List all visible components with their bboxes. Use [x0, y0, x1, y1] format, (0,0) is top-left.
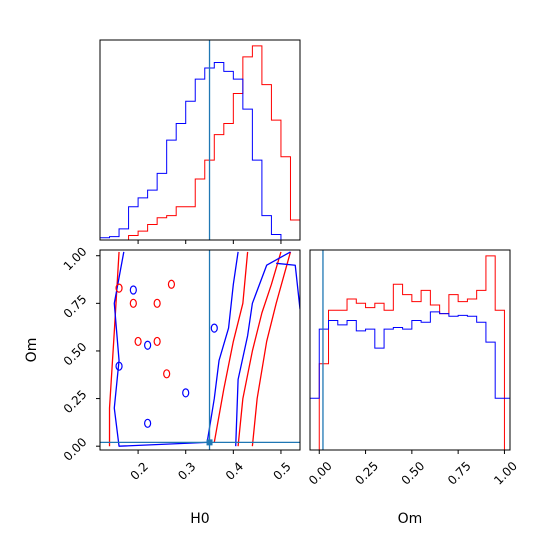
om-hist-frame: [309, 249, 511, 451]
om-axis-label: Om: [398, 511, 423, 527]
contour-line-blue: [235, 251, 291, 447]
contour-blob-blue: [182, 388, 190, 398]
contour-blob-red: [153, 298, 161, 308]
contour-blob-blue: [129, 285, 137, 295]
contour-line-blue: [113, 251, 208, 447]
h0-tick-label: 0.5: [270, 459, 293, 482]
contour-line-blue: [206, 251, 239, 443]
om-tick-label: 0.00: [61, 435, 90, 464]
contour-blob-red: [129, 298, 137, 308]
contour-blob-blue: [115, 361, 123, 371]
contour-blob-red: [167, 279, 176, 289]
h0-axis-label: H0: [190, 511, 209, 527]
om-tick-label: 0.50: [61, 340, 90, 369]
contour-line-red: [237, 251, 282, 447]
om-x-tick-label: 0.00: [306, 459, 335, 488]
om-x-tick-label: 0.75: [445, 459, 474, 488]
contour-blob-red: [115, 283, 123, 293]
contour-blob-blue: [144, 340, 152, 350]
h0-tick-label: 0.4: [223, 459, 246, 482]
h0-hist-series-blue: [100, 61, 300, 241]
truth-marker: [206, 439, 213, 446]
om-x-tick-label: 0.50: [399, 459, 428, 488]
contour-blob-red: [153, 336, 161, 347]
om-hist-series-blue: [310, 311, 510, 399]
h0-hist-frame: [99, 39, 301, 241]
contour-line-red: [251, 251, 292, 447]
contour-line-red: [213, 251, 249, 443]
om-y-axis-label: Om: [24, 338, 40, 363]
contour-blob-red: [134, 336, 142, 347]
om-hist-series-red: [310, 255, 510, 450]
om-x-tick-label: 0.25: [352, 459, 381, 488]
om-hist-area: [310, 250, 510, 450]
om-histogram-panel: 0.00 0.25 0.50 0.75 1.00: [306, 249, 520, 488]
h0-tick-label: 0.2: [128, 459, 151, 482]
h0-histogram-panel: [99, 39, 301, 244]
om-tick-label: 0.25: [61, 387, 90, 416]
h0-om-contour-panel: 0.2 0.3 0.4 0.5 0.00 0.25 0.50 0.75 1.00: [61, 244, 301, 483]
om-tick-label: 0.75: [61, 292, 90, 321]
h0-tick-label: 0.3: [175, 459, 198, 482]
contour-blob-blue: [210, 323, 218, 333]
contour-frame: [99, 249, 301, 451]
contour-line-blue: [276, 262, 300, 310]
om-x-tick-label: 1.00: [491, 459, 520, 488]
contour-blob-blue: [144, 418, 152, 428]
contour-area: [100, 250, 300, 450]
h0-hist-series-red: [100, 45, 300, 241]
om-tick-label: 1.00: [61, 244, 90, 273]
contour-blob-red: [163, 369, 171, 379]
